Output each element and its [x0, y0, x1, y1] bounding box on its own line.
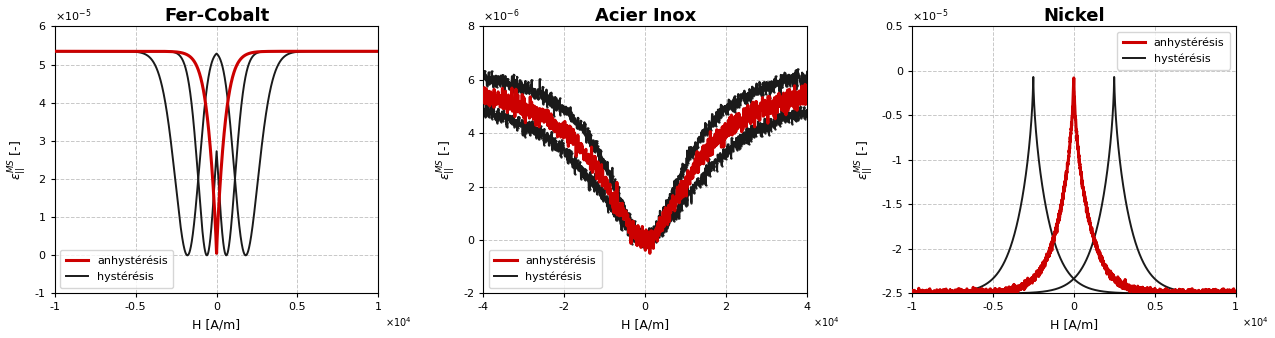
X-axis label: H [A/m]: H [A/m]: [193, 318, 241, 331]
Y-axis label: $\varepsilon_{||}^{MS}$ [-]: $\varepsilon_{||}^{MS}$ [-]: [435, 140, 458, 180]
Text: $\times10^{4}$: $\times10^{4}$: [813, 315, 840, 329]
Text: $\times10^{-5}$: $\times10^{-5}$: [912, 7, 949, 24]
Y-axis label: $\varepsilon_{||}^{MS}$ [-]: $\varepsilon_{||}^{MS}$ [-]: [853, 140, 876, 180]
X-axis label: H [A/m]: H [A/m]: [1049, 318, 1098, 331]
Y-axis label: $\varepsilon_{||}^{MS}$ [-]: $\varepsilon_{||}^{MS}$ [-]: [6, 140, 29, 180]
Text: $\times10^{-6}$: $\times10^{-6}$: [483, 7, 520, 24]
Title: Acier Inox: Acier Inox: [594, 7, 696, 25]
Text: $\times10^{4}$: $\times10^{4}$: [1242, 315, 1269, 329]
Title: Fer-Cobalt: Fer-Cobalt: [164, 7, 269, 25]
X-axis label: H [A/m]: H [A/m]: [621, 318, 669, 331]
Legend: anhystérésis, hystérésis: anhystérésis, hystérésis: [488, 250, 602, 288]
Legend: anhystérésis, hystérésis: anhystérésis, hystérésis: [60, 250, 173, 288]
Title: Nickel: Nickel: [1043, 7, 1104, 25]
Text: $\times10^{4}$: $\times10^{4}$: [385, 315, 412, 329]
Legend: anhystérésis, hystérésis: anhystérésis, hystérésis: [1117, 32, 1230, 70]
Text: $\times10^{-5}$: $\times10^{-5}$: [55, 7, 91, 24]
